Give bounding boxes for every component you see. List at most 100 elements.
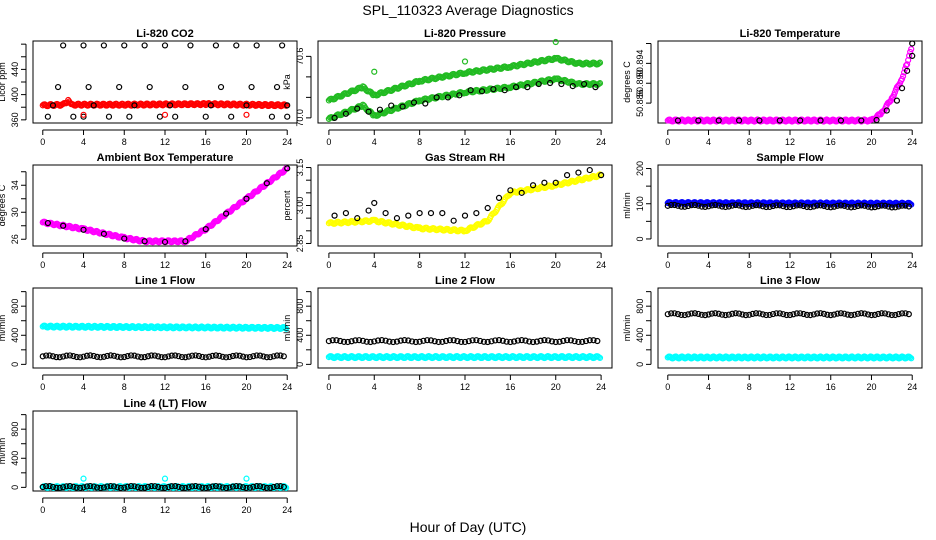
data-point <box>685 311 692 318</box>
plot-frame <box>657 287 923 369</box>
x-tick-label: 8 <box>122 382 127 392</box>
data-point <box>233 352 240 359</box>
data-point <box>63 483 70 490</box>
data-point <box>87 352 94 359</box>
data-point <box>763 203 770 211</box>
data-point <box>371 68 378 75</box>
data-point <box>284 113 291 120</box>
x-tick-label: 8 <box>747 137 752 147</box>
data-point <box>848 204 855 211</box>
data-point <box>390 338 397 346</box>
data-point <box>53 354 60 361</box>
data-point <box>73 484 80 491</box>
data-point <box>902 202 909 209</box>
data-point <box>141 484 148 491</box>
y-tick-label: 2.85 <box>295 235 305 253</box>
data-point <box>461 338 469 346</box>
data-point <box>688 202 695 209</box>
data-point <box>356 337 363 344</box>
data-point <box>44 219 51 227</box>
data-point <box>172 113 179 120</box>
data-point <box>906 52 913 59</box>
data-point <box>382 209 389 217</box>
data-point <box>674 310 682 318</box>
data-point <box>905 203 912 210</box>
x-tick-label: 20 <box>241 382 251 392</box>
data-point <box>172 352 179 359</box>
data-point <box>397 337 404 344</box>
data-point <box>73 353 80 361</box>
x-tick-label: 8 <box>417 382 422 392</box>
x-tick-label: 24 <box>596 137 606 147</box>
data-point <box>378 337 385 344</box>
data-point <box>263 354 270 361</box>
data-point <box>851 311 858 318</box>
panel-title: Gas Stream RH <box>425 152 505 164</box>
data-point <box>90 483 97 490</box>
data-point <box>126 113 133 120</box>
plot-frame <box>317 40 613 124</box>
data-point <box>461 58 469 65</box>
data-point <box>797 117 804 124</box>
x-tick-label: 12 <box>160 505 170 515</box>
data-point <box>131 102 138 109</box>
data-point <box>552 338 559 346</box>
data-point <box>431 338 438 345</box>
y-axis-label: ml/min <box>622 192 632 219</box>
data-point <box>427 209 435 217</box>
data-point <box>560 337 567 344</box>
y-axis-label: ml/min <box>282 315 292 342</box>
data-point <box>705 203 712 210</box>
data-point <box>695 310 702 318</box>
data-point <box>541 179 548 186</box>
data-point <box>900 69 908 76</box>
data-point <box>488 338 495 345</box>
data-point <box>902 310 909 317</box>
data-point <box>671 201 678 209</box>
y-tick-label: 800 <box>10 422 20 437</box>
data-point <box>718 311 726 318</box>
data-point <box>144 353 152 360</box>
y-tick-label: 70.6 <box>295 48 305 66</box>
data-point <box>797 310 804 317</box>
series-band <box>664 46 915 125</box>
x-tick-label: 16 <box>201 260 211 270</box>
x-tick-label: 8 <box>122 137 127 147</box>
data-point <box>844 203 851 210</box>
y-tick-label: 50.894 <box>635 50 645 78</box>
data-point <box>182 354 189 361</box>
data-point <box>814 202 821 209</box>
data-point <box>243 195 250 202</box>
data-point <box>817 117 824 124</box>
data-point <box>121 484 128 491</box>
data-point <box>354 215 361 222</box>
x-tick-label: 16 <box>826 137 836 147</box>
data-point <box>189 483 196 490</box>
data-point <box>49 483 57 491</box>
data-point <box>681 203 688 210</box>
data-point <box>228 113 235 120</box>
data-point <box>705 311 712 318</box>
data-point <box>226 353 233 361</box>
data-point <box>678 203 685 210</box>
data-point <box>756 202 763 209</box>
data-point <box>229 352 237 360</box>
series-outliers <box>80 475 250 482</box>
data-point <box>158 484 165 491</box>
data-point <box>344 338 351 346</box>
data-point <box>66 352 74 359</box>
data-point <box>175 353 182 360</box>
panel-title: Li-820 CO2 <box>136 28 193 40</box>
data-point <box>664 202 671 209</box>
data-point <box>246 484 253 491</box>
plot-frame <box>32 287 298 369</box>
data-point <box>439 209 446 217</box>
data-point <box>861 202 868 209</box>
data-point <box>178 484 186 491</box>
data-point <box>226 484 233 491</box>
data-point <box>831 203 838 210</box>
data-point <box>97 354 104 361</box>
x-tick-label: 20 <box>866 382 876 392</box>
data-point <box>239 484 247 491</box>
data-point <box>260 484 267 491</box>
